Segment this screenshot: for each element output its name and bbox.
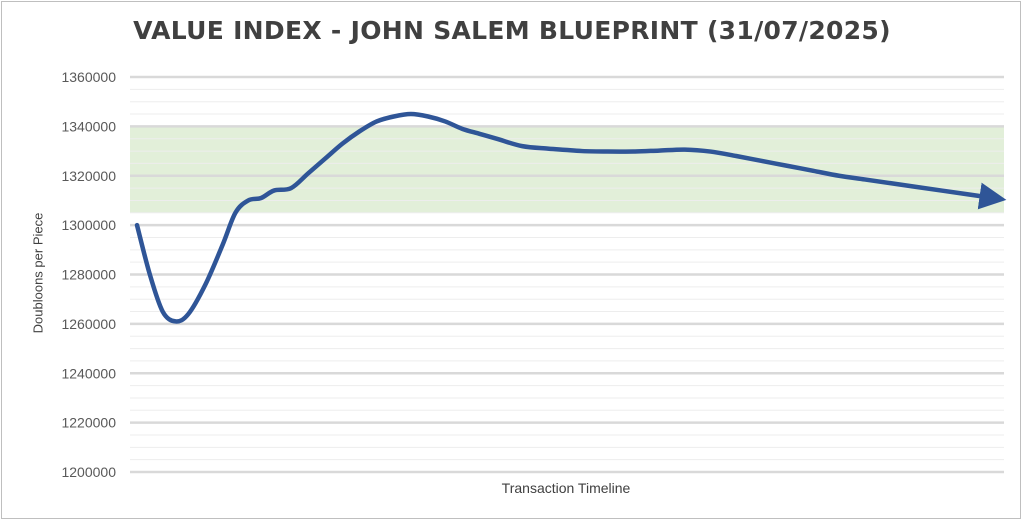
y-tick-label: 1260000 <box>61 316 116 332</box>
y-tick-label: 1320000 <box>61 168 116 184</box>
series-line <box>134 111 1007 324</box>
highlight-band <box>130 126 1004 213</box>
x-axis-label: Transaction Timeline <box>501 480 631 496</box>
y-tick-label: 1200000 <box>61 464 116 480</box>
y-tick-label: 1280000 <box>61 267 116 283</box>
y-tick-label: 1360000 <box>61 69 116 85</box>
y-tick-label: 1220000 <box>61 415 116 431</box>
y-tick-label: 1240000 <box>61 365 116 381</box>
chart-title: VALUE INDEX - JOHN SALEM BLUEPRINT (31/0… <box>133 16 891 45</box>
y-tick-label: 1300000 <box>61 217 116 233</box>
y-tick-label: 1340000 <box>61 118 116 134</box>
